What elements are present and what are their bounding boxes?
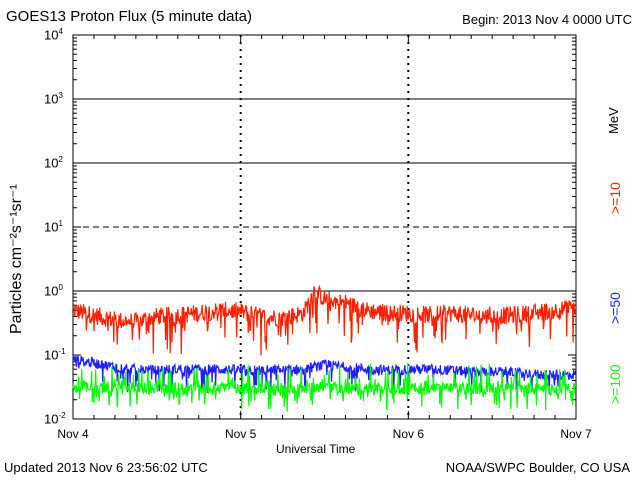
credit-text: NOAA/SWPC Boulder, CO USA: [445, 460, 630, 475]
y-tick-base: 10: [44, 347, 59, 363]
y-tick-label: 10-2: [44, 411, 66, 427]
updated-time: Updated 2013 Nov 6 23:56:02 UTC: [4, 460, 208, 475]
y-tick-base: 10: [44, 411, 59, 427]
y-tick-base: 10: [44, 283, 59, 299]
chart-title: GOES13 Proton Flux (5 minute data): [6, 8, 252, 25]
y-tick-exponent: -2: [58, 411, 66, 420]
y-tick-exponent: 4: [58, 27, 63, 36]
begin-time: Begin: 2013 Nov 4 0000 UTC: [462, 12, 632, 27]
y-tick-label: 10-1: [44, 347, 66, 363]
y-tick-label: 102: [44, 155, 63, 171]
series-line-100mev: [72, 363, 576, 412]
x-tick-label: Nov 4: [57, 427, 89, 441]
series-line-10mev: [72, 284, 576, 356]
y-tick-exponent: 0: [58, 283, 63, 292]
y-tick-label: 103: [44, 91, 63, 107]
y-tick-exponent: 2: [58, 155, 63, 164]
y-tick-base: 10: [44, 219, 59, 235]
y-tick-label: 101: [44, 219, 63, 235]
y-tick-base: 10: [44, 27, 59, 43]
y-tick-base: 10: [44, 155, 59, 171]
y-tick-exponent: 1: [58, 219, 63, 228]
y-tick-exponent: 3: [58, 91, 63, 100]
x-axis-label: Universal Time: [276, 442, 356, 456]
x-tick-label: Nov 5: [224, 427, 257, 441]
y-tick-label: 104: [44, 27, 63, 43]
y-tick-label: 100: [44, 283, 63, 299]
x-tick-label: Nov 7: [560, 427, 592, 441]
y-tick-base: 10: [44, 91, 59, 107]
x-tick-label: Nov 6: [392, 427, 425, 441]
series-line-50mev: [72, 355, 576, 395]
y-tick-exponent: -1: [58, 347, 66, 356]
